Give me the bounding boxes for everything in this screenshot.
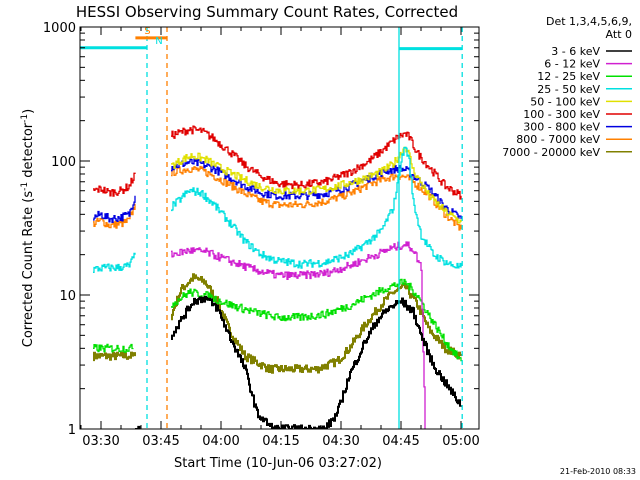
y-axis-label: Corrected Count Rate (s-1 detector-1) (20, 109, 36, 347)
legend-label-800-7000-kev: 800 - 7000 keV (516, 133, 600, 146)
legend-label-7000-20000-kev: 7000 - 20000 keV (502, 146, 600, 159)
y-tick-label: 100 (51, 155, 76, 170)
x-tick-label: 03:30 (82, 434, 119, 449)
legend-label-3-6-kev: 3 - 6 keV (551, 45, 600, 58)
series-line-7000-20000-kev (93, 351, 136, 362)
series-line-7000-20000-kev-seg1 (171, 273, 462, 374)
y-tick-label: 1000 (43, 21, 76, 36)
legend-label-6-12-kev: 6 - 12 keV (544, 58, 600, 71)
footer-timestamp: 21-Feb-2010 08:33 (560, 467, 636, 476)
series-line-12-25-kev (93, 343, 134, 353)
x-tick-label: 04:15 (262, 434, 299, 449)
series-line-6-12-kev (171, 241, 426, 429)
x-tick-label: 03:45 (142, 434, 179, 449)
series-line-100-300-kev (93, 172, 136, 197)
series-line-300-800-kev-seg1 (171, 158, 462, 219)
x-tick-label: 04:30 (322, 434, 359, 449)
legend-label-50-100-kev: 50 - 100 keV (530, 95, 600, 108)
legend-label-12-25-kev: 12 - 25 keV (537, 70, 600, 83)
y-axis-label-sup1: -1 (20, 182, 30, 191)
y-tick-label: 1 (68, 423, 76, 438)
plot-data: SN (80, 26, 463, 429)
y-axis-label-mid: detector (21, 122, 36, 182)
series-line-300-800-kev (93, 195, 136, 224)
y-axis-label-sup2: -1 (20, 114, 30, 123)
series-line-100-300-kev-seg1 (171, 125, 462, 200)
x-tick-label: 04:45 (382, 434, 419, 449)
series-line-800-7000-kev-seg1 (171, 165, 462, 231)
legend-title-line1: Det 1,3,4,5,6,9, (546, 15, 632, 28)
plot-frame (79, 26, 480, 430)
legend-label-100-300-kev: 100 - 300 keV (523, 108, 600, 121)
y-tick-label: 10 (59, 289, 76, 304)
series-line-800-7000-kev (93, 203, 136, 229)
legend-label-300-800-kev: 300 - 800 keV (523, 121, 600, 134)
chart-title: HESSI Observing Summary Count Rates, Cor… (76, 3, 458, 21)
series-line-25-50-kev (93, 252, 136, 273)
x-tick-label: 05:00 (442, 434, 479, 449)
series-line-3-6-kev (135, 425, 141, 429)
y-axis-label-end: ) (21, 109, 36, 114)
series-line-3-6-kev-seg1 (171, 295, 462, 429)
flag-label-n: N (155, 36, 162, 47)
legend-label-25-50-kev: 25 - 50 keV (537, 83, 600, 96)
flag-label-s: S (144, 26, 150, 37)
legend-title-line2: Att 0 (606, 28, 632, 41)
axes: 03:30 03:45 04:00 04:15 04:30 04:45 05:00 1 10 10… (43, 21, 480, 449)
series-line-25-50-kev-seg1 (171, 146, 462, 269)
x-tick-label: 04:00 (202, 434, 239, 449)
y-axis-label-main: Corrected Count Rate (s (21, 191, 36, 348)
series-line-12-25-kev-seg1 (171, 278, 462, 362)
series-line-50-100-kev (171, 146, 462, 224)
x-axis-label: Start Time (10-Jun-06 03:27:02) (174, 456, 382, 471)
